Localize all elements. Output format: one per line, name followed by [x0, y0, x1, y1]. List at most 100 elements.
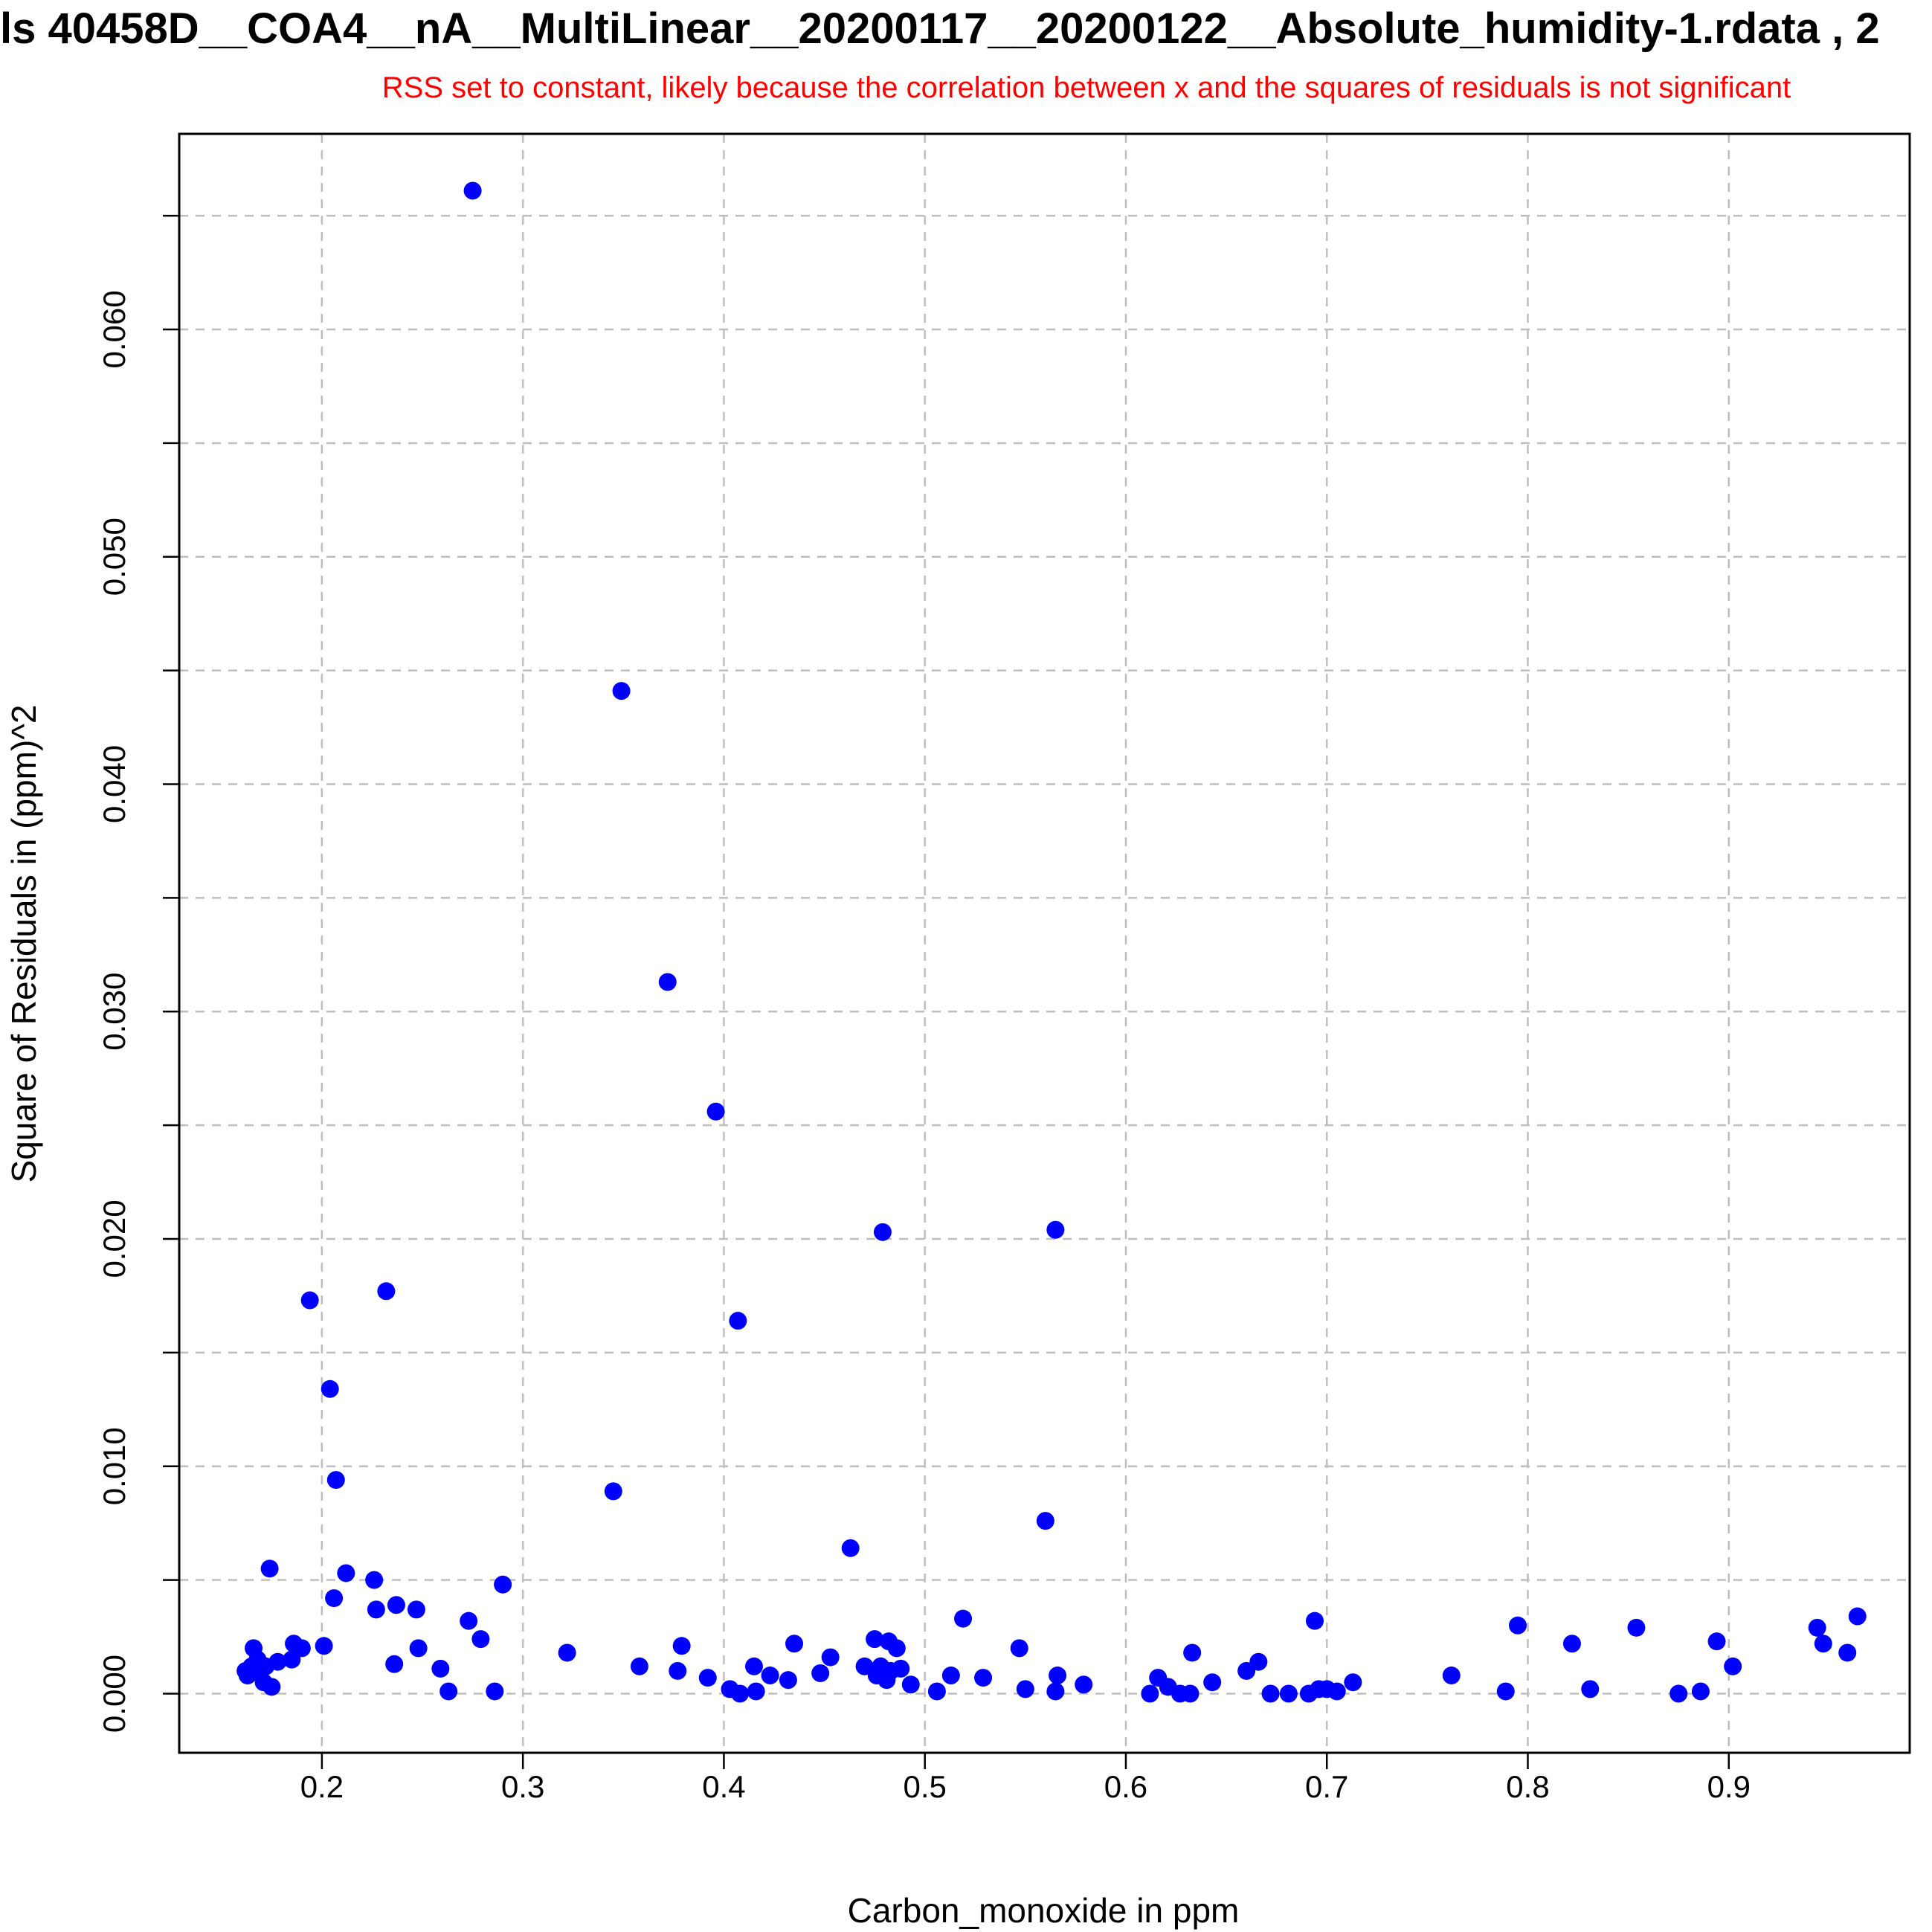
data-point	[785, 1635, 804, 1653]
x-tick-label: 0.9	[1707, 1769, 1751, 1804]
data-point	[486, 1682, 504, 1701]
data-point	[292, 1639, 311, 1658]
data-point	[954, 1609, 973, 1628]
data-point	[409, 1639, 428, 1658]
data-point	[779, 1671, 797, 1690]
chart-title: ls 40458D__COA4__nA__MultiLinear__202001…	[0, 4, 1880, 53]
data-point	[941, 1667, 960, 1685]
x-tick-label: 0.5	[903, 1769, 946, 1804]
data-point	[1627, 1618, 1646, 1637]
data-point	[604, 1482, 622, 1501]
data-point	[1036, 1512, 1054, 1530]
data-point	[325, 1589, 344, 1608]
data-point	[761, 1667, 779, 1685]
data-point	[1327, 1682, 1346, 1701]
data-point	[672, 1637, 691, 1655]
data-point	[669, 1661, 687, 1680]
data-point	[744, 1657, 763, 1675]
data-point	[385, 1655, 404, 1673]
data-point	[300, 1291, 319, 1310]
y-tick-label: 0.050	[97, 518, 132, 596]
data-point	[811, 1664, 830, 1682]
data-point	[658, 973, 677, 991]
data-point	[463, 181, 482, 200]
data-point	[901, 1675, 920, 1694]
data-point	[747, 1682, 765, 1701]
data-point	[367, 1600, 385, 1619]
y-tick-label: 0.030	[97, 973, 132, 1051]
data-point	[1203, 1673, 1222, 1692]
data-point	[1181, 1684, 1200, 1703]
data-point	[866, 1630, 884, 1649]
data-point	[387, 1596, 405, 1614]
x-tick-label: 0.3	[501, 1769, 544, 1804]
data-point	[460, 1611, 478, 1630]
data-point	[260, 1559, 279, 1578]
x-tick-label: 0.4	[702, 1769, 745, 1804]
data-point	[1049, 1667, 1067, 1685]
data-point	[706, 1102, 725, 1121]
y-axis-label: Square of Residuals in (ppm)^2	[4, 705, 43, 1183]
data-point	[892, 1659, 910, 1678]
data-point	[1838, 1643, 1857, 1662]
data-point	[1814, 1635, 1832, 1653]
data-point	[1707, 1632, 1726, 1651]
x-axis-label: Carbon_monoxide in ppm	[848, 1891, 1240, 1930]
data-point	[630, 1657, 648, 1675]
x-tick-label: 0.6	[1104, 1769, 1147, 1804]
data-point	[1075, 1675, 1093, 1694]
data-point	[1669, 1684, 1688, 1703]
data-point	[731, 1684, 750, 1703]
data-point	[841, 1539, 860, 1557]
data-point	[321, 1379, 339, 1398]
data-point	[1344, 1673, 1362, 1692]
data-point	[326, 1471, 345, 1490]
y-axis: 0.000 0.010 0.020 0.030 0.040 0.050 0.060	[97, 214, 179, 1733]
x-tick-label: 0.2	[300, 1769, 344, 1804]
data-point	[337, 1564, 355, 1582]
data-point	[558, 1643, 576, 1662]
data-point	[471, 1630, 490, 1649]
data-point	[698, 1669, 717, 1687]
data-point	[821, 1648, 840, 1667]
data-point	[1808, 1618, 1826, 1637]
data-point	[927, 1682, 946, 1701]
y-tick-label: 0.010	[97, 1427, 132, 1505]
x-axis: 0.2 0.3 0.4 0.5 0.6 0.7 0.8 0.9	[300, 1753, 1751, 1804]
grid-lines	[179, 134, 1910, 1753]
x-tick-label: 0.7	[1305, 1769, 1348, 1804]
data-point	[612, 682, 631, 701]
chart-subtitle: RSS set to constant, likely because the …	[382, 71, 1791, 104]
data-point	[1279, 1684, 1298, 1703]
data-point	[1848, 1607, 1867, 1626]
data-point	[1016, 1680, 1034, 1698]
data-point	[431, 1659, 450, 1678]
y-tick-label: 0.060	[97, 290, 132, 368]
y-tick-label: 0.040	[97, 745, 132, 823]
data-point	[1562, 1635, 1581, 1653]
data-point	[1046, 1682, 1065, 1701]
data-point	[263, 1678, 281, 1696]
data-point	[1306, 1611, 1324, 1630]
data-point	[1496, 1682, 1515, 1701]
data-point	[365, 1571, 384, 1589]
data-point	[974, 1669, 993, 1687]
x-tick-label: 0.8	[1506, 1769, 1549, 1804]
data-point	[1249, 1652, 1268, 1671]
data-point	[377, 1282, 396, 1301]
data-point	[494, 1575, 512, 1594]
data-point	[1046, 1220, 1065, 1239]
data-point	[1183, 1643, 1202, 1662]
data-point	[1508, 1616, 1527, 1635]
data-point	[1261, 1684, 1280, 1703]
data-point	[1010, 1639, 1028, 1658]
data-point	[407, 1600, 425, 1619]
data-point	[1691, 1682, 1710, 1701]
data-points	[236, 181, 1867, 1703]
data-point	[439, 1682, 458, 1701]
y-tick-label: 0.020	[97, 1200, 132, 1278]
data-point	[729, 1312, 747, 1330]
data-point	[887, 1639, 906, 1658]
data-point	[315, 1637, 333, 1655]
